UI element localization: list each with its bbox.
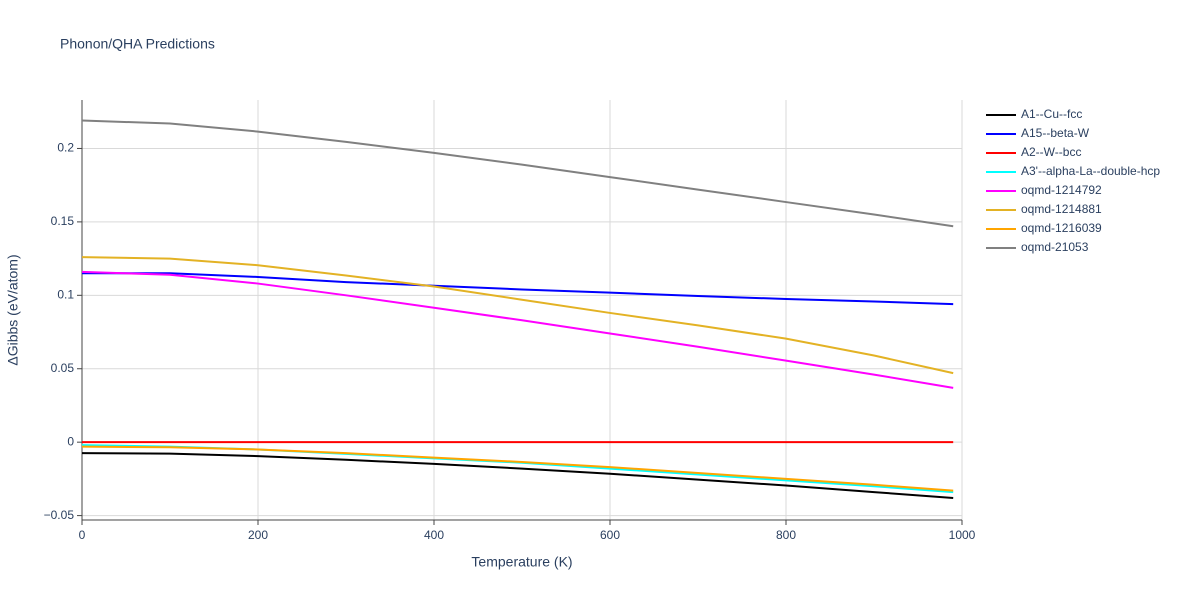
series-line [82,272,954,306]
chart-title: Phonon/QHA Predictions [60,36,215,52]
y-tick-label: −0.05 [44,508,75,522]
series-line [81,270,954,389]
x-tick-label: 200 [248,528,268,542]
x-axis-title: Temperature (K) [471,554,572,570]
x-tick-label: 800 [776,528,796,542]
legend-label[interactable]: oqmd-1214881 [1021,202,1102,216]
legend-label[interactable]: oqmd-21053 [1021,240,1089,254]
legend-label[interactable]: A1--Cu--fcc [1021,107,1082,121]
legend-label[interactable]: oqmd-1214792 [1021,183,1102,197]
legend-label[interactable]: A15--beta-W [1021,126,1090,140]
series-line [81,452,954,499]
x-tick-label: 600 [600,528,620,542]
legend-label[interactable]: A3'--alpha-La--double-hcp [1021,164,1160,178]
y-tick-label: 0.1 [57,287,74,301]
legend-label[interactable]: A2--W--bcc [1021,145,1081,159]
y-tick-label: 0.15 [51,214,75,228]
y-axis-title: ΔGibbs (eV/atom) [5,254,21,365]
series-line [81,445,954,492]
series-line [81,256,954,375]
y-tick-label: 0 [67,434,74,448]
y-tick-label: 0.2 [57,141,74,155]
legend-label[interactable]: oqmd-1216039 [1021,221,1102,235]
x-tick-label: 400 [424,528,444,542]
x-tick-label: 1000 [949,528,976,542]
y-tick-label: 0.05 [51,361,75,375]
x-tick-label: 0 [79,528,86,542]
series-line [81,119,954,228]
